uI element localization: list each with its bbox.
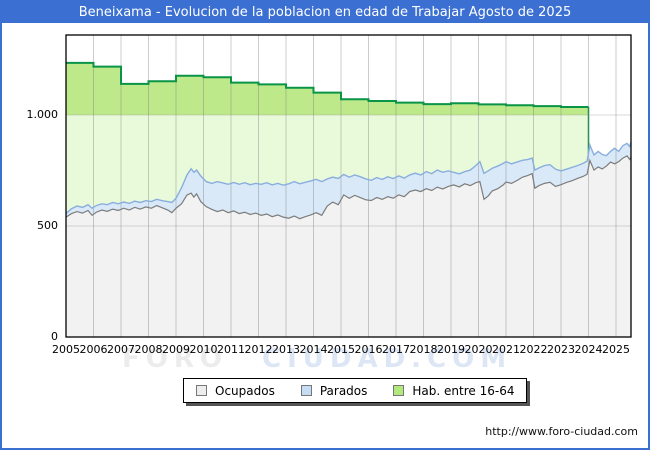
parados-swatch-icon — [300, 385, 312, 396]
y-axis-tick-label: 500 — [37, 219, 58, 232]
ocupados-area — [66, 155, 631, 337]
legend-label-parados: Parados — [319, 383, 368, 398]
watermark-ciudad: CIUDAD.COM — [262, 344, 513, 374]
footer-url-link[interactable]: http://www.foro-ciudad.com — [485, 425, 638, 438]
legend-item-hab-16-64: Hab. entre 16-64 — [393, 384, 514, 398]
legend-item-ocupados: Ocupados — [196, 384, 275, 398]
y-axis-tick-label: 1.000 — [26, 108, 59, 121]
chart-legend: Ocupados Parados Hab. entre 16-64 — [183, 378, 528, 403]
watermark: FORO CIUDAD.COM — [122, 344, 512, 374]
x-axis-tick-label: 2005 — [52, 343, 80, 356]
legend-item-parados: Parados — [300, 383, 368, 398]
x-axis-tick-label: 2021 — [492, 343, 520, 356]
x-axis-tick-label: 2023 — [547, 343, 575, 356]
x-axis-tick-label: 2024 — [574, 343, 603, 356]
x-axis-tick-label: 2009 — [162, 343, 190, 356]
x-axis-tick-label: 2015 — [327, 343, 355, 356]
ocupados-line — [65, 155, 632, 220]
hab-16-64-line — [66, 61, 589, 109]
x-axis-tick-label: 2008 — [134, 343, 163, 356]
x-axis-tick-label: 2012 — [244, 343, 273, 356]
x-axis-tick-label: 2019 — [437, 343, 465, 356]
hab-16-64-swatch-icon — [393, 385, 405, 396]
x-axis-tick-label: 2017 — [382, 343, 410, 356]
x-axis-tick-label: 2010 — [189, 343, 218, 356]
ocupados-swatch-icon — [196, 385, 207, 396]
x-axis-tick-label: 2025 — [602, 343, 630, 356]
x-axis-tick-label: 2020 — [464, 343, 493, 356]
y-axis-tick-label: 0 — [51, 330, 58, 343]
legend-label-ocupados: Ocupados — [215, 383, 275, 398]
x-axis-tick-label: 2022 — [519, 343, 548, 356]
x-axis-tick-label: 2011 — [217, 343, 245, 356]
x-axis-tick-label: 2007 — [107, 343, 135, 356]
legend-label-hab-16-64: Hab. entre 16-64 — [412, 383, 515, 398]
x-axis-tick-label: 2018 — [409, 343, 438, 356]
x-axis-tick-label: 2014 — [299, 343, 328, 356]
page-title: Beneixama - Evolucion de la poblacion en… — [78, 5, 572, 20]
chart-title-bar: Beneixama - Evolucion de la poblacion en… — [2, 2, 648, 23]
plot-border — [65, 34, 632, 338]
parados-line — [65, 141, 632, 215]
watermark-foro: FORO — [122, 344, 228, 374]
x-axis-tick-label: 2013 — [272, 343, 300, 356]
x-axis-tick-label: 2006 — [79, 343, 108, 356]
x-axis-tick-label: 2016 — [354, 343, 383, 356]
